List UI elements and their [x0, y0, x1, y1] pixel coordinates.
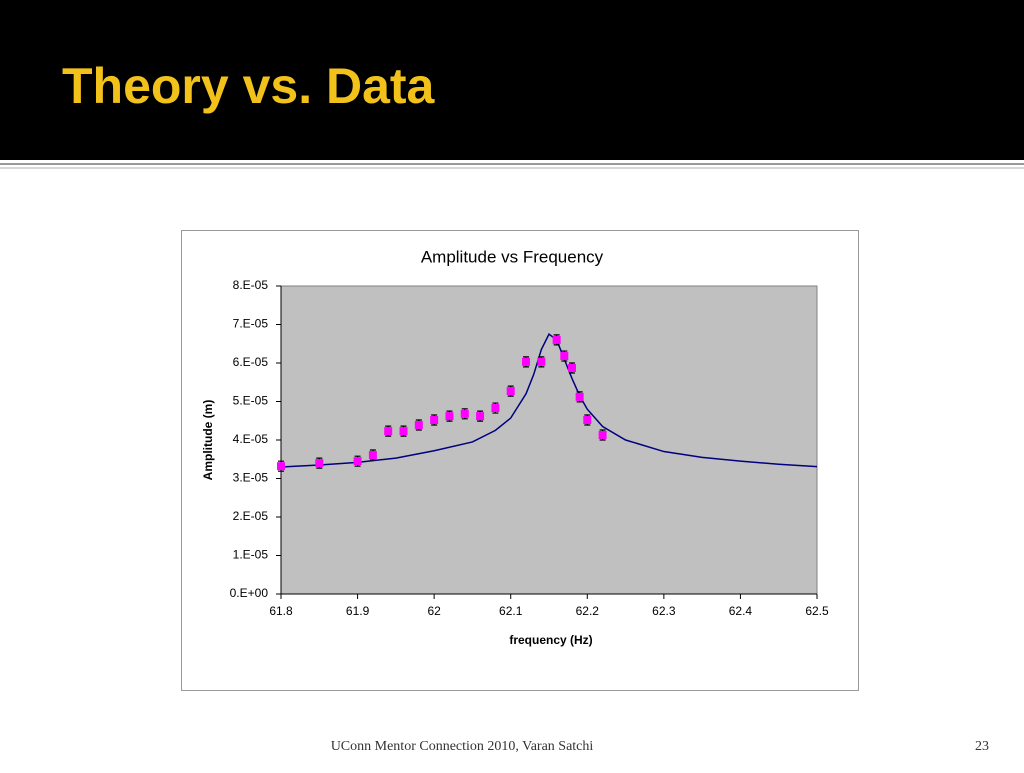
data-point: [460, 409, 469, 418]
x-tick-label: 62.1: [499, 604, 523, 618]
y-tick-label: 2.E-05: [233, 509, 269, 523]
y-tick-label: 0.E+00: [230, 586, 269, 600]
x-tick-label: 62.3: [652, 604, 676, 618]
data-point: [476, 412, 485, 421]
data-point: [445, 412, 454, 421]
x-tick-label: 62: [427, 604, 441, 618]
y-tick-label: 3.E-05: [233, 471, 269, 485]
plot-area: [280, 285, 818, 595]
y-axis-label: Amplitude (m): [201, 400, 215, 481]
y-tick-label: 8.E-05: [233, 278, 269, 292]
x-tick-label: 61.8: [269, 604, 293, 618]
x-tick-label: 62.2: [576, 604, 600, 618]
data-point: [552, 335, 561, 344]
x-axis-label: frequency (Hz): [509, 633, 592, 647]
data-point: [414, 420, 423, 429]
footer: UConn Mentor Connection 2010, Varan Satc…: [331, 739, 594, 754]
data-point: [353, 457, 362, 466]
y-tick-label: 6.E-05: [233, 355, 269, 369]
data-point: [506, 387, 515, 396]
data-point: [315, 459, 324, 468]
page-number: 23: [975, 739, 989, 754]
x-tick-label: 62.5: [805, 604, 829, 618]
y-tick-label: 5.E-05: [233, 394, 269, 408]
data-point: [567, 364, 576, 373]
data-point: [399, 427, 408, 436]
data-point: [430, 415, 439, 424]
slide-title: Theory vs. Data: [62, 58, 436, 114]
header-band: [0, 0, 1024, 160]
data-point: [583, 415, 592, 424]
x-tick-label: 61.9: [346, 604, 370, 618]
data-point: [384, 427, 393, 436]
x-tick-label: 62.4: [729, 604, 753, 618]
chart-title: Amplitude vs Frequency: [421, 247, 604, 266]
data-point: [277, 462, 285, 471]
y-tick-label: 7.E-05: [233, 317, 269, 331]
data-point: [575, 392, 584, 401]
data-point: [522, 357, 531, 366]
data-point: [368, 451, 377, 460]
y-tick-label: 4.E-05: [233, 432, 269, 446]
data-point: [537, 357, 546, 366]
y-tick-label: 1.E-05: [233, 548, 269, 562]
data-point: [598, 430, 607, 439]
data-point: [560, 352, 569, 361]
data-point: [491, 404, 500, 413]
